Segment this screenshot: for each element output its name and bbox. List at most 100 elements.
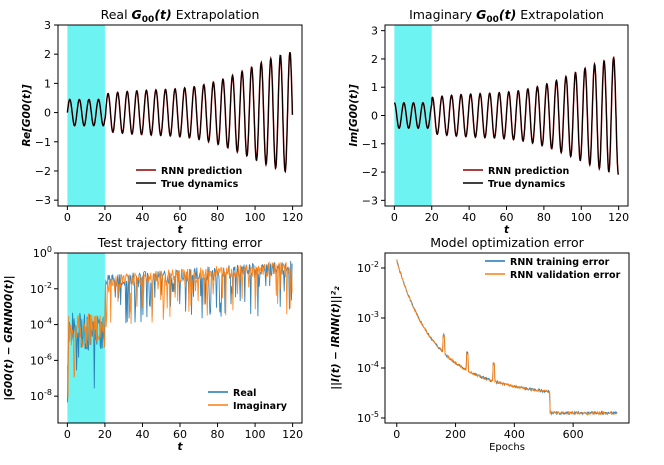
chart-title: Model optimization error bbox=[430, 235, 584, 250]
tick-exponent: -5 bbox=[371, 410, 379, 419]
y-tick-label: 1 bbox=[371, 81, 378, 94]
tick-base: 10 bbox=[30, 319, 44, 332]
x-tick-label: 0 bbox=[393, 428, 400, 441]
x-tick-label: 120 bbox=[282, 211, 303, 224]
y-tick-label: 10-2 bbox=[357, 260, 379, 275]
x-tick-label: 0 bbox=[64, 211, 71, 224]
tick-exponent: -6 bbox=[44, 352, 52, 361]
y-tick-label: 10-2 bbox=[30, 281, 52, 296]
y-axis-label: |G00(t) − GRNN00(t)| bbox=[3, 275, 15, 400]
tick-base: 10 bbox=[357, 412, 371, 425]
legend-label: Imaginary bbox=[233, 401, 288, 412]
legend: RNN prediction True dynamics bbox=[136, 166, 242, 190]
tick-base: 10 bbox=[357, 262, 371, 275]
y-tick-label: 10-4 bbox=[357, 360, 379, 375]
y-tick-label: 2 bbox=[371, 53, 378, 66]
y-axis-label: Re[G00(t)] bbox=[21, 84, 33, 146]
chart-title: Real G00(t) Extrapolation bbox=[101, 7, 260, 25]
legend: RNN prediction True dynamics bbox=[463, 166, 569, 190]
y-tick-label: 10-8 bbox=[30, 388, 52, 403]
tick-exponent: -2 bbox=[371, 260, 379, 269]
x-axis-label: t bbox=[177, 224, 183, 236]
x-tick-label: 80 bbox=[211, 211, 225, 224]
y-tick-label: −1 bbox=[35, 136, 51, 149]
legend: Real Imaginary bbox=[208, 388, 288, 412]
tick-exponent: -4 bbox=[44, 317, 52, 326]
x-tick-label: 100 bbox=[245, 211, 266, 224]
chart-title: Imaginary G00(t) Extrapolation bbox=[409, 7, 604, 25]
x-tick-label: 400 bbox=[504, 428, 525, 441]
series-line-rnn-validation-error bbox=[396, 260, 618, 416]
plot-area bbox=[393, 55, 620, 175]
legend-label: RNN validation error bbox=[510, 270, 621, 281]
y-tick-label: 0 bbox=[44, 107, 51, 120]
x-tick-label: 40 bbox=[135, 428, 149, 441]
y-axis-label: Im[G00(t)] bbox=[348, 84, 360, 146]
legend-label: True dynamics bbox=[488, 179, 566, 190]
tick-exponent: -4 bbox=[371, 360, 379, 369]
tick-base: 10 bbox=[357, 312, 371, 325]
title-part: G bbox=[132, 7, 142, 22]
x-tick-label: 0 bbox=[391, 211, 398, 224]
y-tick-label: 1 bbox=[44, 77, 51, 90]
x-tick-label: 60 bbox=[500, 211, 514, 224]
plot-area bbox=[66, 51, 294, 174]
x-tick-label: 200 bbox=[445, 428, 466, 441]
title-part: G bbox=[476, 7, 486, 22]
y-tick-label: 10-3 bbox=[357, 310, 379, 325]
series-line-true-dynamics bbox=[394, 56, 619, 175]
tick-exponent: -3 bbox=[371, 310, 379, 319]
title-part: Real bbox=[101, 7, 132, 22]
x-tick-label: 600 bbox=[563, 428, 584, 441]
chart-panel-1: 0 20 40 60 80 100 120 −3 −2 −1 0 1 2 3 Real G00(t) Ext… bbox=[21, 7, 303, 236]
chart-title: Test trajectory fitting error bbox=[97, 235, 263, 250]
series-line-imaginary bbox=[66, 260, 293, 399]
y-tick-label: −3 bbox=[35, 194, 51, 207]
tick-exponent: -8 bbox=[44, 388, 52, 397]
x-axis-label: t bbox=[177, 441, 183, 453]
axes-frame bbox=[384, 252, 630, 424]
y-axis-label: ||I(t) − IRNN(t)||²₂ bbox=[330, 286, 342, 390]
y-tick-label: 0 bbox=[371, 110, 378, 123]
title-part: (t) bbox=[499, 7, 516, 22]
title-part: Extrapolation bbox=[516, 7, 604, 22]
legend: RNN training error RNN validation error bbox=[485, 257, 621, 281]
tick-base: 10 bbox=[33, 247, 47, 260]
x-tick-label: 60 bbox=[173, 428, 187, 441]
y-tick-label: 10-6 bbox=[30, 352, 52, 367]
y-tick-label: 10-4 bbox=[30, 317, 52, 332]
legend-label: RNN prediction bbox=[488, 166, 569, 177]
x-tick-label: 100 bbox=[245, 428, 266, 441]
x-tick-label: 20 bbox=[98, 428, 112, 441]
x-axis-label: Epochs bbox=[489, 442, 525, 453]
legend-label: True dynamics bbox=[161, 179, 239, 190]
y-tick-label: −2 bbox=[362, 166, 378, 179]
legend-label: RNN training error bbox=[510, 257, 610, 268]
x-tick-label: 100 bbox=[571, 211, 592, 224]
title-part: 00 bbox=[486, 15, 499, 25]
x-tick-label: 80 bbox=[537, 211, 551, 224]
y-tick-label: −2 bbox=[35, 165, 51, 178]
tick-base: 10 bbox=[30, 354, 44, 367]
plot-area bbox=[396, 259, 618, 416]
y-tick-label: 3 bbox=[44, 19, 51, 32]
chart-panel-2: 0 20 40 60 80 100 120 −3 −2 −1 0 1 2 3 Imaginary G00(t… bbox=[348, 7, 629, 236]
title-part: Imaginary bbox=[409, 7, 476, 22]
x-axis-label: t bbox=[504, 224, 510, 236]
plot-area bbox=[66, 260, 293, 403]
tick-exponent: -2 bbox=[44, 281, 52, 290]
x-tick-label: 40 bbox=[135, 211, 149, 224]
y-tick-label: −1 bbox=[362, 138, 378, 151]
series-line-true-dynamics bbox=[66, 52, 293, 173]
y-tick-label: 2 bbox=[44, 48, 51, 61]
y-tick-label: 10-5 bbox=[357, 410, 379, 425]
x-tick-label: 120 bbox=[608, 211, 629, 224]
tick-base: 10 bbox=[30, 390, 44, 403]
title-part: (t) bbox=[154, 7, 171, 22]
legend-label: Real bbox=[233, 388, 256, 399]
x-tick-label: 80 bbox=[211, 428, 225, 441]
legend-label: RNN prediction bbox=[161, 166, 242, 177]
